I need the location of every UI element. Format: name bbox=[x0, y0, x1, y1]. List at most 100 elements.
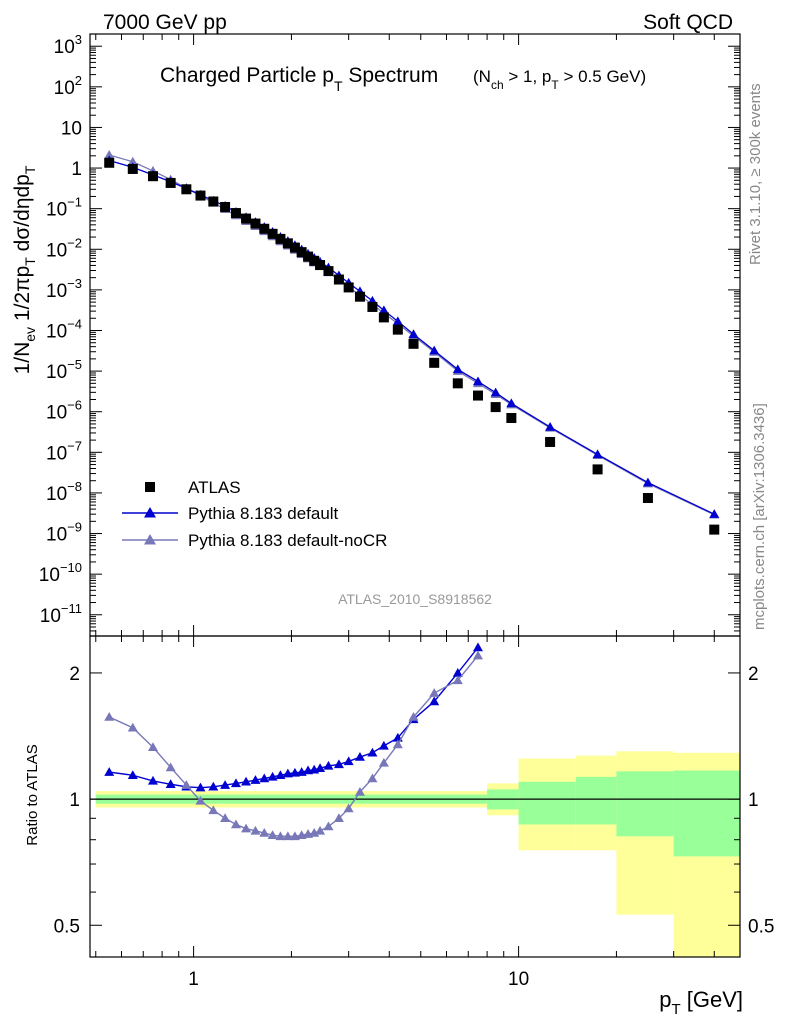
ratio-marker-default bbox=[333, 759, 344, 769]
ratio-marker-nocr bbox=[181, 780, 192, 789]
ratio-marker-default bbox=[165, 779, 176, 789]
uncertainty-bands bbox=[90, 751, 740, 957]
ratio-marker-nocr bbox=[282, 831, 293, 841]
ratio-marker-nocr bbox=[259, 828, 270, 837]
legend-label: ATLAS bbox=[188, 478, 241, 497]
ratio-y-tick-label: 2 bbox=[69, 664, 80, 685]
header-right: Soft QCD bbox=[643, 11, 733, 34]
main-marker-default bbox=[592, 449, 603, 459]
ratio-y-tick-label-right: 1 bbox=[748, 790, 759, 811]
ratio-marker-nocr bbox=[195, 795, 206, 805]
main-y-tick-label: 1 bbox=[71, 159, 82, 180]
main-marker-nocr bbox=[127, 156, 138, 166]
data-point bbox=[104, 157, 115, 168]
ratio-line-nocr bbox=[108, 655, 479, 838]
main-y-tick-label: 10−5 bbox=[46, 357, 82, 383]
main-marker-default bbox=[506, 398, 517, 408]
main-y-tick-label: 103 bbox=[54, 32, 82, 58]
ratio-marker-nocr bbox=[127, 722, 138, 732]
legend-marker-nocr bbox=[144, 534, 156, 545]
band-inner-bin bbox=[575, 776, 617, 825]
main-y-tick-label: 10−2 bbox=[46, 235, 82, 261]
ratio-marker-nocr bbox=[104, 711, 115, 721]
ratio-marker-nocr bbox=[429, 688, 440, 697]
main-y-tick-label: 10−3 bbox=[46, 276, 82, 302]
main-marker-default bbox=[378, 305, 389, 315]
ratio-marker-nocr bbox=[220, 813, 231, 823]
ratio-frame bbox=[89, 635, 741, 958]
main-marker-nocr bbox=[104, 149, 115, 159]
chart-title: Charged Particle pT Spectrum bbox=[160, 64, 438, 94]
ratio-marker-nocr bbox=[378, 757, 389, 767]
data-point bbox=[378, 312, 389, 323]
mcplots-label: mcplots.cern.ch [arXiv:1306.3436] bbox=[751, 403, 768, 630]
ratio-marker-nocr bbox=[367, 773, 378, 783]
data-point bbox=[354, 291, 365, 302]
legend: ATLAS Pythia 8.183 default Pythia 8.183 de… bbox=[122, 478, 387, 550]
ratio-marker-default bbox=[343, 756, 354, 766]
data-point bbox=[642, 493, 653, 504]
main-marker-default bbox=[408, 329, 419, 338]
main-marker-default bbox=[472, 376, 483, 386]
main-y-tick-label: 10−9 bbox=[46, 520, 82, 546]
ratio-marker-nocr bbox=[408, 711, 419, 721]
ratio-marker-default bbox=[289, 767, 300, 777]
legend-marker-atlas bbox=[145, 482, 155, 492]
ratio-y-tick-label: 1 bbox=[69, 790, 80, 811]
ratio-marker-nocr bbox=[230, 819, 241, 829]
ratio-marker-default bbox=[259, 773, 270, 783]
ratio-marker-nocr bbox=[241, 823, 252, 833]
ratio-marker-default bbox=[472, 642, 483, 652]
data-point bbox=[323, 266, 334, 277]
data-point bbox=[506, 413, 517, 424]
main-y-tick-label: 10−10 bbox=[39, 560, 82, 586]
cond-a: (N bbox=[473, 67, 491, 86]
main-marker-default bbox=[642, 477, 653, 487]
data-point bbox=[333, 274, 344, 285]
ratio-marker-nocr bbox=[392, 739, 403, 749]
main-y-tick-label: 10−1 bbox=[46, 195, 82, 221]
data-point bbox=[250, 218, 261, 229]
ratio-marker-default bbox=[267, 771, 278, 781]
legend-marker-default bbox=[144, 507, 156, 518]
legend-label: Pythia 8.183 default-noCR bbox=[188, 531, 387, 550]
ratio-marker-default bbox=[230, 778, 241, 788]
data-point bbox=[303, 251, 314, 262]
ratio-marker-default bbox=[275, 770, 286, 780]
main-y-tick-label: 10−11 bbox=[40, 601, 82, 627]
ratio-y-axis-label: Ratio to ATLAS bbox=[24, 744, 41, 845]
data-point bbox=[147, 171, 158, 182]
main-y-tick-label: 10−4 bbox=[46, 316, 82, 342]
main-marker-default bbox=[392, 316, 403, 326]
ratio-marker-nocr bbox=[165, 762, 176, 772]
ratio-marker-nocr bbox=[343, 803, 354, 813]
data-point bbox=[367, 301, 378, 312]
ratio-y-tick-label: 0.5 bbox=[54, 916, 80, 937]
data-point bbox=[289, 242, 300, 253]
data-point bbox=[165, 177, 176, 188]
data-point bbox=[241, 213, 252, 224]
data-point bbox=[429, 357, 440, 368]
data-point bbox=[127, 163, 138, 174]
data-point bbox=[296, 247, 307, 258]
data-point bbox=[230, 208, 241, 219]
data-point bbox=[259, 223, 270, 234]
data-point bbox=[490, 402, 501, 413]
ratio-marker-default bbox=[250, 775, 261, 784]
analysis-id: ATLAS_2010_S8918562 bbox=[338, 591, 492, 607]
data-point bbox=[275, 233, 286, 244]
data-point bbox=[472, 390, 483, 401]
ratio-marker-nocr bbox=[333, 813, 344, 823]
ratio-marker-default bbox=[378, 740, 389, 750]
main-y-tick-label: 102 bbox=[54, 73, 82, 99]
ratio-y-tick-label-right: 2 bbox=[748, 664, 759, 685]
ratio-marker-default bbox=[241, 776, 252, 786]
ratio-marker-nocr bbox=[315, 825, 326, 835]
cond-rest: > 0.5 GeV) bbox=[559, 67, 646, 86]
ratio-y-tick-label-right: 0.5 bbox=[748, 916, 774, 937]
ratio-marker-default bbox=[282, 768, 293, 778]
band-inner-bin bbox=[616, 771, 674, 837]
ratio-marker-nocr bbox=[354, 786, 365, 796]
data-point bbox=[309, 255, 320, 266]
